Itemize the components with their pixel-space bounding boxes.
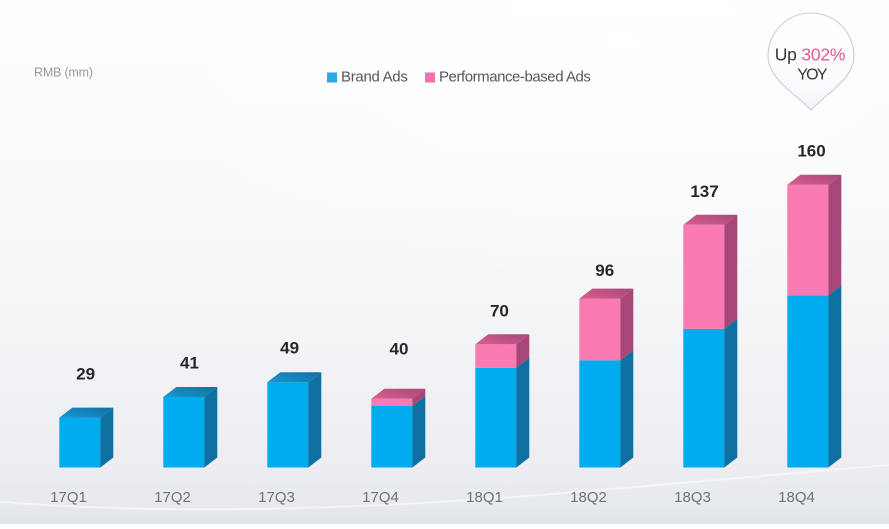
svg-text:18Q3: 18Q3 <box>674 489 711 506</box>
svg-text:17Q3: 17Q3 <box>258 489 295 506</box>
svg-text:17Q4: 17Q4 <box>362 489 399 506</box>
svg-text:Performance-based Ads: Performance-based Ads <box>439 69 590 86</box>
svg-text:17Q1: 17Q1 <box>50 489 87 506</box>
svg-text:Up 302%: Up 302% <box>775 45 846 65</box>
svg-text:137: 137 <box>690 182 718 201</box>
svg-text:40: 40 <box>390 340 409 359</box>
svg-text:96: 96 <box>595 261 614 280</box>
svg-text:Brand Ads: Brand Ads <box>341 69 408 86</box>
svg-text:70: 70 <box>490 302 509 321</box>
svg-text:160: 160 <box>797 142 825 161</box>
svg-text:18Q2: 18Q2 <box>570 489 607 506</box>
svg-text:41: 41 <box>180 353 199 372</box>
svg-text:YOY: YOY <box>797 66 828 83</box>
svg-text:18Q1: 18Q1 <box>466 489 503 506</box>
svg-text:29: 29 <box>76 365 95 384</box>
svg-text:17Q2: 17Q2 <box>154 489 191 506</box>
svg-text:49: 49 <box>280 339 299 358</box>
svg-text:18Q4: 18Q4 <box>778 489 815 506</box>
svg-text:RMB (mm): RMB (mm) <box>34 66 93 80</box>
